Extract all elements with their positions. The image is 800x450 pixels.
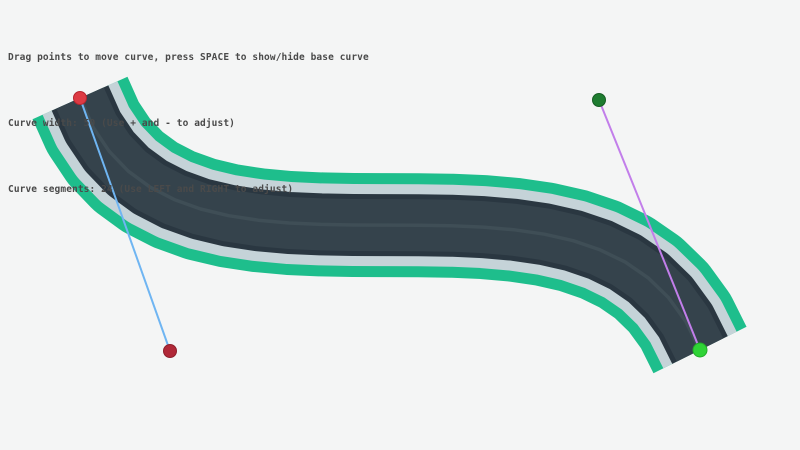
end-handle-line	[598, 99, 701, 351]
instructions-overlay: Drag points to move curve, press SPACE t…	[8, 3, 369, 245]
road-center-line	[78, 97, 702, 351]
curve-control-point-1[interactable]	[163, 344, 177, 358]
instruction-drag-points: Drag points to move curve, press SPACE t…	[8, 52, 369, 63]
instruction-curve-width: Curve width: 50 (Use + and - to adjust)	[8, 118, 235, 129]
curve-start-point[interactable]	[73, 91, 87, 105]
start-handle-line	[79, 97, 171, 352]
curve-end-point[interactable]	[692, 342, 708, 358]
instruction-curve-segments: Curve segments: 24 (Use LEFT and RIGHT t…	[8, 184, 294, 195]
curve-control-point-2[interactable]	[592, 93, 606, 107]
